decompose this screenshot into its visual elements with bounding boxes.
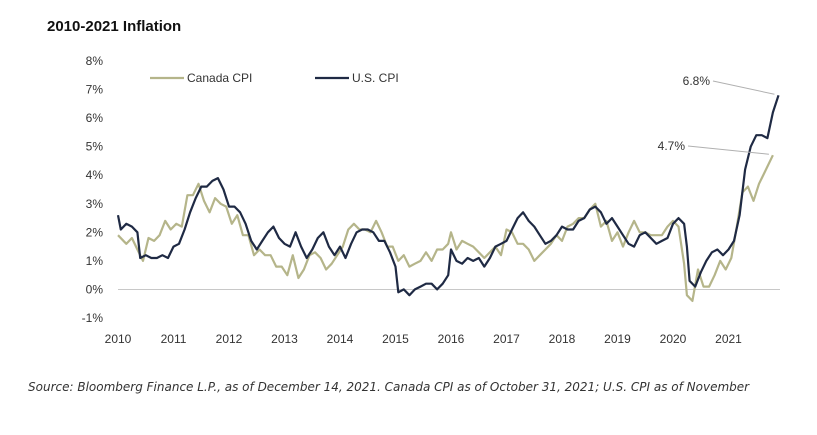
x-tick-label: 2016 bbox=[438, 332, 465, 346]
legend-label: U.S. CPI bbox=[352, 71, 399, 85]
annotation-leader bbox=[712, 80, 775, 95]
x-tick-label: 2020 bbox=[660, 332, 687, 346]
x-tick-label: 2021 bbox=[715, 332, 742, 346]
annotation-label: 6.8% bbox=[683, 74, 711, 88]
line-chart: -1% 0% 1% 2% 3% 4% 5% 6% 7% 8% 2010 2011 2012 2013 201… bbox=[82, 54, 780, 346]
x-tick-label: 2017 bbox=[493, 332, 520, 346]
series-line-canada-cpi bbox=[117, 154, 774, 302]
x-tick-label: 2011 bbox=[161, 332, 187, 346]
x-tick-label: 2013 bbox=[271, 332, 298, 346]
x-tick-label: 2012 bbox=[216, 332, 243, 346]
y-tick-label: 1% bbox=[86, 254, 104, 268]
y-tick-label: -1% bbox=[82, 311, 104, 325]
y-tick-label: 8% bbox=[86, 54, 104, 68]
x-tick-label: 2019 bbox=[604, 332, 631, 346]
x-tick-label: 2018 bbox=[549, 332, 576, 346]
series-line-u-s-cpi bbox=[116, 94, 780, 297]
y-tick-label: 7% bbox=[86, 83, 104, 97]
y-tick-label: 6% bbox=[86, 111, 104, 125]
y-tick-label: 0% bbox=[86, 282, 104, 296]
annotation-label: 4.7% bbox=[658, 139, 686, 153]
legend-label: Canada CPI bbox=[187, 71, 252, 85]
y-tick-label: 4% bbox=[86, 168, 104, 182]
x-tick-label: 2010 bbox=[105, 332, 132, 346]
x-tick-label: 2014 bbox=[327, 332, 354, 346]
chart-title: 2010-2021 Inflation bbox=[47, 18, 182, 35]
y-tick-label: 5% bbox=[86, 140, 104, 154]
y-tick-label: 3% bbox=[86, 197, 104, 211]
annotation-leader bbox=[687, 145, 769, 155]
y-tick-label: 2% bbox=[86, 225, 104, 239]
source-note: Source: Bloomberg Finance L.P., as of De… bbox=[28, 380, 750, 394]
x-tick-label: 2015 bbox=[382, 332, 409, 346]
